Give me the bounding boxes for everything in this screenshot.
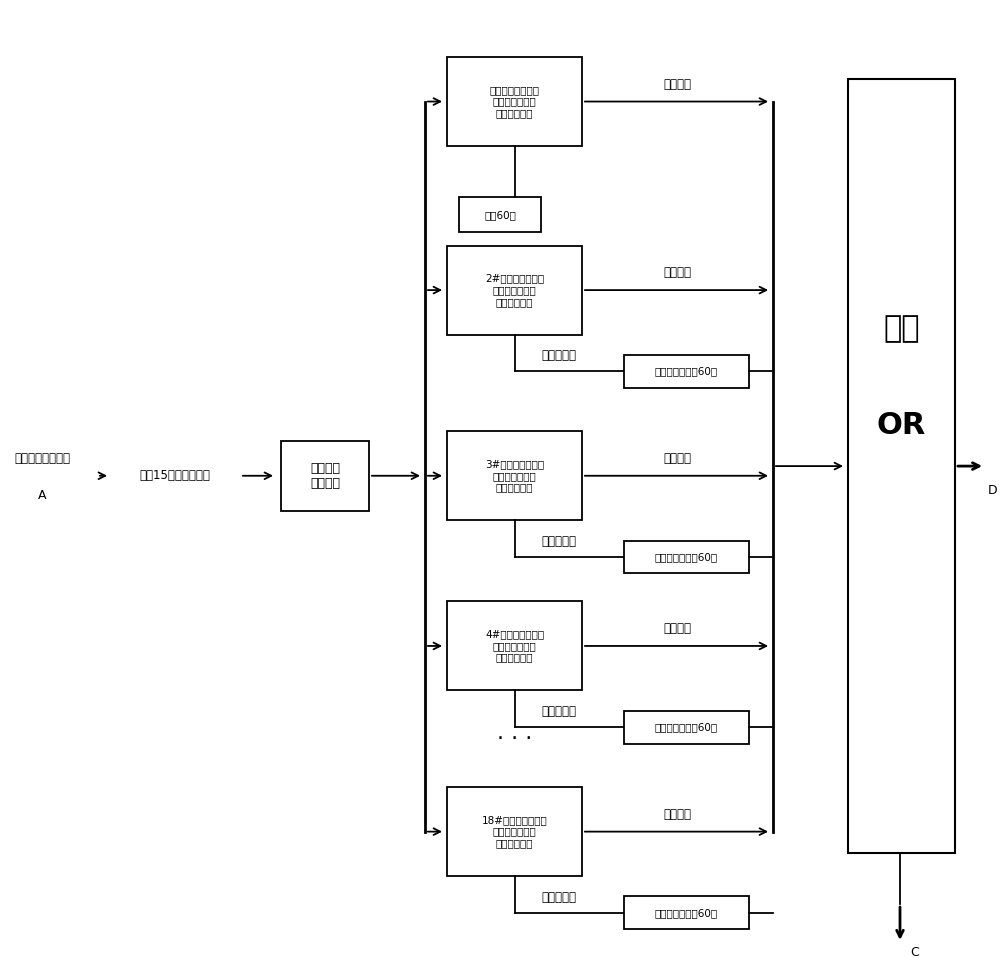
Text: 发电机组
同时起动: 发电机组 同时起动 xyxy=(310,462,340,489)
Text: 合闸不成功: 合闸不成功 xyxy=(542,705,577,718)
Bar xyxy=(624,896,749,929)
Text: 合闸成功: 合闸成功 xyxy=(664,77,692,91)
Bar xyxy=(624,355,749,388)
Text: · · ·: · · · xyxy=(497,729,532,748)
Bar xyxy=(447,57,582,146)
Text: 合闸成功: 合闸成功 xyxy=(664,807,692,821)
Text: 超过延时设定值60秒: 超过延时设定值60秒 xyxy=(655,366,718,376)
Bar xyxy=(447,246,582,335)
Text: 合闸不成功: 合闸不成功 xyxy=(542,891,577,904)
Text: 延时15秒（可设定）: 延时15秒（可设定） xyxy=(140,469,210,483)
Bar xyxy=(447,601,582,690)
Text: 或门: 或门 xyxy=(883,314,920,343)
Bar xyxy=(459,197,541,232)
Bar xyxy=(848,79,955,853)
Text: 合闸不成功: 合闸不成功 xyxy=(542,535,577,548)
Text: 合闸成功: 合闸成功 xyxy=(664,452,692,465)
Bar xyxy=(624,711,749,744)
Text: OR: OR xyxy=(877,411,926,440)
Text: 首先达到额定电压
和频率的发电机
输出开关合闸: 首先达到额定电压 和频率的发电机 输出开关合闸 xyxy=(490,85,540,118)
Text: 合闸成功: 合闸成功 xyxy=(664,622,692,635)
Bar xyxy=(447,787,582,876)
Text: A: A xyxy=(38,488,46,502)
Text: 发电机组启动信号: 发电机组启动信号 xyxy=(14,452,70,465)
Text: 2#油机自动与公共
母线同期并使其
输出开关合闸: 2#油机自动与公共 母线同期并使其 输出开关合闸 xyxy=(485,274,544,307)
Text: 4#油机自动与公共
母线同期并使其
输出开关合闸: 4#油机自动与公共 母线同期并使其 输出开关合闸 xyxy=(485,630,544,662)
Bar xyxy=(624,541,749,573)
Text: 超过延时设定值60秒: 超过延时设定值60秒 xyxy=(655,908,718,918)
Text: 合闸不成功: 合闸不成功 xyxy=(542,349,577,363)
Text: D: D xyxy=(988,484,998,497)
Bar xyxy=(447,431,582,520)
Text: 延时60秒: 延时60秒 xyxy=(484,210,516,220)
Text: 3#油机自动与公共
母线同期并使其
输出开关合闸: 3#油机自动与公共 母线同期并使其 输出开关合闸 xyxy=(485,459,544,492)
Text: 超过延时设定值60秒: 超过延时设定值60秒 xyxy=(655,722,718,732)
Text: 18#油机自动与公共
母线同期并使其
输出开关合闸: 18#油机自动与公共 母线同期并使其 输出开关合闸 xyxy=(482,815,547,848)
Text: C: C xyxy=(911,946,919,959)
Bar xyxy=(281,441,369,511)
Text: 超过延时设定值60秒: 超过延时设定值60秒 xyxy=(655,552,718,562)
Text: 合闸成功: 合闸成功 xyxy=(664,266,692,279)
